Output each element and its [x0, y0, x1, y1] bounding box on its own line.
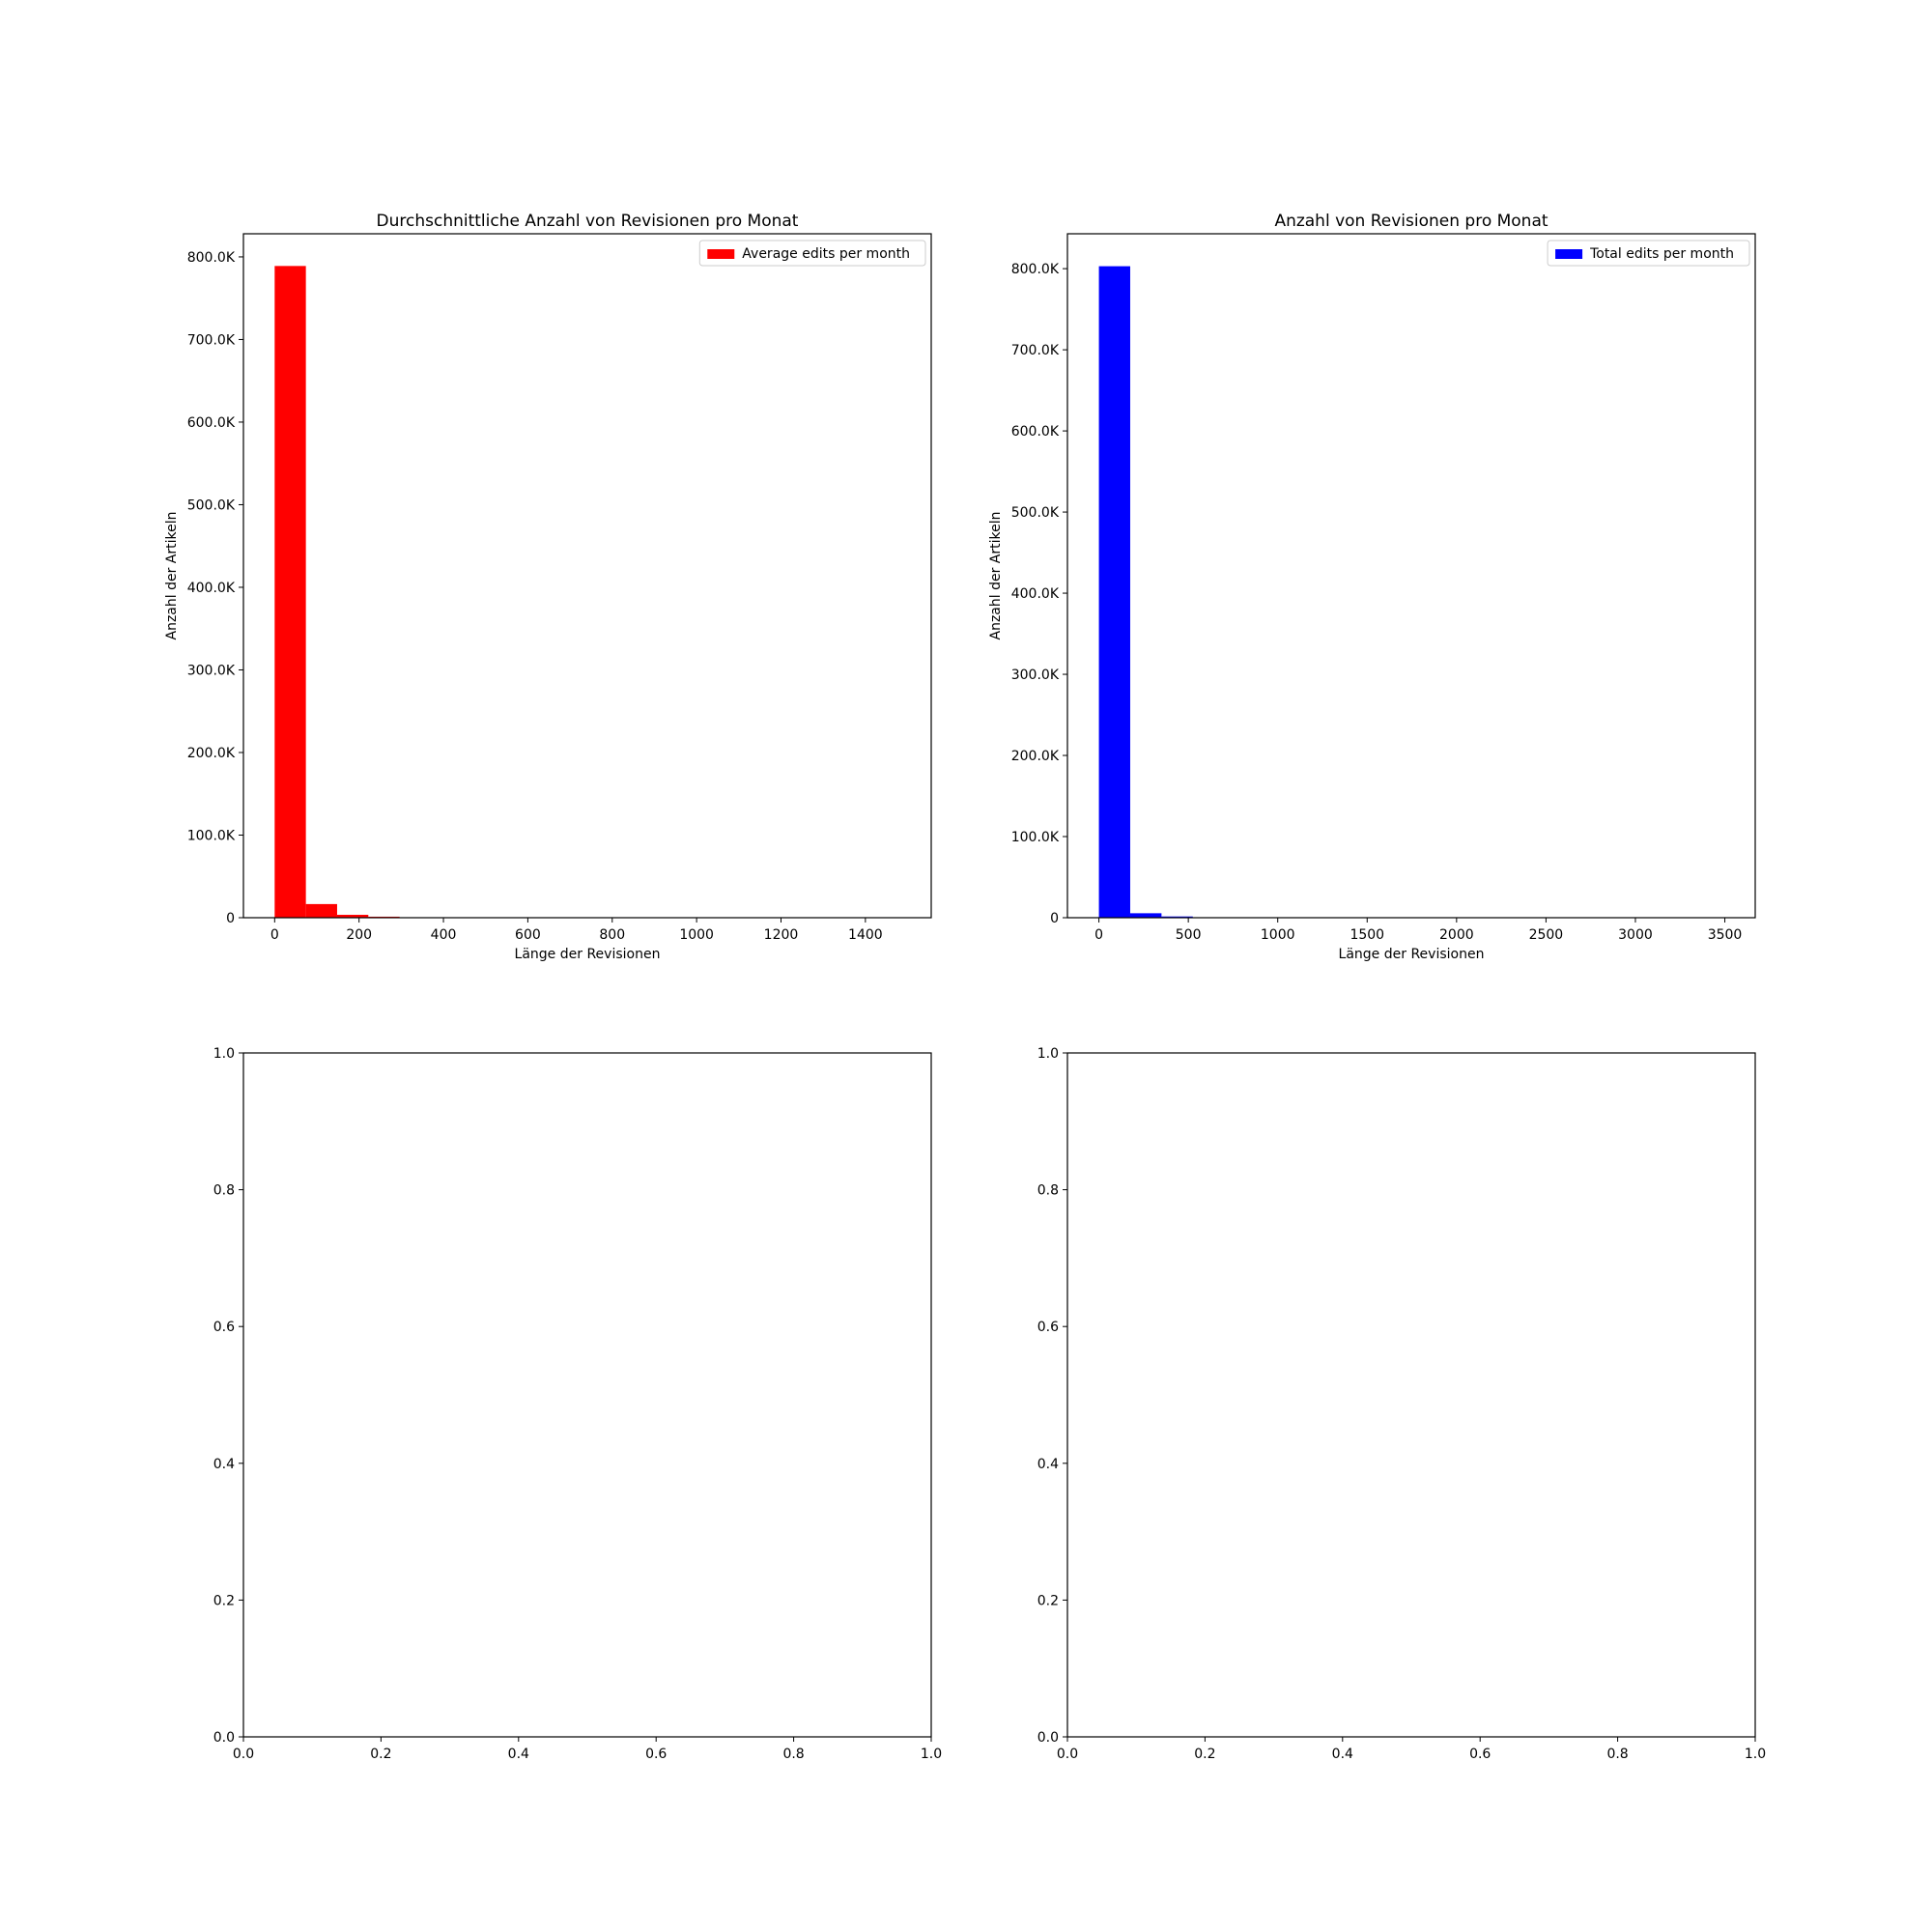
legend: Average edits per month: [698, 240, 926, 267]
legend-swatch: [1555, 249, 1583, 259]
axes-frame: [242, 233, 932, 919]
x-tick-label: 3500: [1708, 927, 1743, 943]
y-tick-label: 500.0K: [187, 497, 236, 513]
x-tick-label: 0.2: [1194, 1747, 1215, 1762]
y-tick-label: 600.0K: [1011, 424, 1060, 440]
x-tick-label: 0.0: [1057, 1747, 1078, 1762]
x-tick-label: 200: [346, 927, 372, 943]
legend-label: Total edits per month: [1589, 246, 1734, 262]
x-tick-label: 0.0: [233, 1747, 254, 1762]
y-tick-label: 300.0K: [187, 663, 236, 678]
x-tick-label: 0.8: [1606, 1747, 1628, 1762]
y-axis-label: Anzahl der Artikeln: [988, 512, 1004, 640]
legend-box: [1547, 240, 1750, 267]
x-tick-label: 0.4: [508, 1747, 529, 1762]
y-tick-label: 400.0K: [187, 581, 236, 596]
y-tick-label: 1.0: [1037, 1046, 1059, 1062]
x-tick-label: 0.6: [1469, 1747, 1491, 1762]
x-tick-label: 0.8: [782, 1747, 804, 1762]
x-tick-label: 0: [270, 927, 279, 943]
x-tick-label: 1500: [1350, 927, 1384, 943]
legend: Total edits per month: [1547, 240, 1750, 267]
x-tick-label: 0.6: [645, 1747, 667, 1762]
y-tick-label: 800.0K: [1011, 262, 1060, 277]
y-tick-label: 500.0K: [1011, 505, 1060, 521]
x-tick-label: 1.0: [921, 1747, 942, 1762]
y-tick-label: 0: [226, 911, 235, 926]
y-tick-label: 100.0K: [187, 828, 236, 843]
histogram-bar-1: [1098, 266, 1130, 918]
histogram-bar-3: [1161, 916, 1193, 918]
x-tick-label: 2000: [1439, 927, 1474, 943]
x-tick-label: 500: [1176, 927, 1202, 943]
chart-title: Anzahl von Revisionen pro Monat: [1274, 212, 1548, 231]
legend-label: Average edits per month: [742, 246, 910, 262]
y-tick-label: 0.4: [1037, 1457, 1059, 1472]
x-axis-label: Länge der Revisionen: [515, 947, 661, 962]
x-tick-label: 0: [1094, 927, 1103, 943]
y-axis-label: Anzahl der Artikeln: [164, 512, 180, 640]
y-tick-label: 800.0K: [187, 250, 236, 266]
x-tick-label: 2500: [1529, 927, 1564, 943]
x-tick-label: 1000: [1261, 927, 1295, 943]
y-tick-label: 700.0K: [1011, 343, 1060, 358]
y-tick-label: 0.8: [213, 1183, 235, 1199]
y-tick-label: 200.0K: [187, 746, 236, 761]
axes-frame: [1066, 233, 1756, 919]
y-tick-label: 0.2: [1037, 1593, 1059, 1608]
histogram-bar-1: [274, 266, 306, 918]
x-tick-label: 0.4: [1332, 1747, 1353, 1762]
x-axis-label: Länge der Revisionen: [1339, 947, 1485, 962]
axes-frame: [1066, 1052, 1756, 1738]
y-tick-label: 700.0K: [187, 332, 236, 348]
y-tick-label: 200.0K: [1011, 749, 1060, 764]
y-tick-label: 0.0: [1037, 1730, 1059, 1746]
y-tick-label: 100.0K: [1011, 830, 1060, 845]
histogram-bar-2: [1129, 913, 1162, 918]
legend-box: [698, 240, 926, 267]
x-tick-label: 1400: [848, 927, 883, 943]
y-tick-label: 400.0K: [1011, 586, 1060, 602]
x-tick-label: 1.0: [1745, 1747, 1766, 1762]
legend-swatch: [707, 249, 735, 259]
x-tick-label: 0.2: [370, 1747, 391, 1762]
x-tick-label: 3000: [1618, 927, 1653, 943]
x-tick-label: 600: [515, 927, 541, 943]
chart-title: Durchschnittliche Anzahl von Revisionen …: [377, 212, 799, 231]
subplot-2: 0 500 1000 1500 2000 2500 3000 3500 0 100.0K 200.0…: [988, 212, 1756, 962]
x-tick-label: 1000: [679, 927, 714, 943]
axes-frame: [242, 1052, 932, 1738]
y-tick-label: 0.4: [213, 1457, 235, 1472]
y-tick-label: 300.0K: [1011, 668, 1060, 683]
subplot-1: 0 200 400 600 800 1000 1200 1400 0 100.0K 200.0K 30…: [164, 212, 932, 962]
y-tick-label: 0.0: [213, 1730, 235, 1746]
y-tick-label: 0.6: [213, 1320, 235, 1335]
y-tick-label: 0: [1050, 911, 1059, 926]
subplot-4: 0.0 0.2 0.4 0.6 0.8 1.0 0.0 0.2 0.4 0.6 0.8 1.0: [1037, 1046, 1766, 1762]
subplot-3: 0.0 0.2 0.4 0.6 0.8 1.0 0.0 0.2 0.4 0.6 0.8 1.0: [213, 1046, 942, 1762]
y-tick-label: 1.0: [213, 1046, 235, 1062]
x-tick-label: 400: [431, 927, 457, 943]
y-tick-label: 600.0K: [187, 415, 236, 431]
y-tick-label: 0.2: [213, 1593, 235, 1608]
x-tick-label: 800: [599, 927, 625, 943]
histogram-bar-2: [305, 903, 337, 918]
histogram-bar-3: [336, 915, 369, 918]
y-tick-label: 0.6: [1037, 1320, 1059, 1335]
y-tick-label: 0.8: [1037, 1183, 1059, 1199]
x-tick-label: 1200: [764, 927, 799, 943]
